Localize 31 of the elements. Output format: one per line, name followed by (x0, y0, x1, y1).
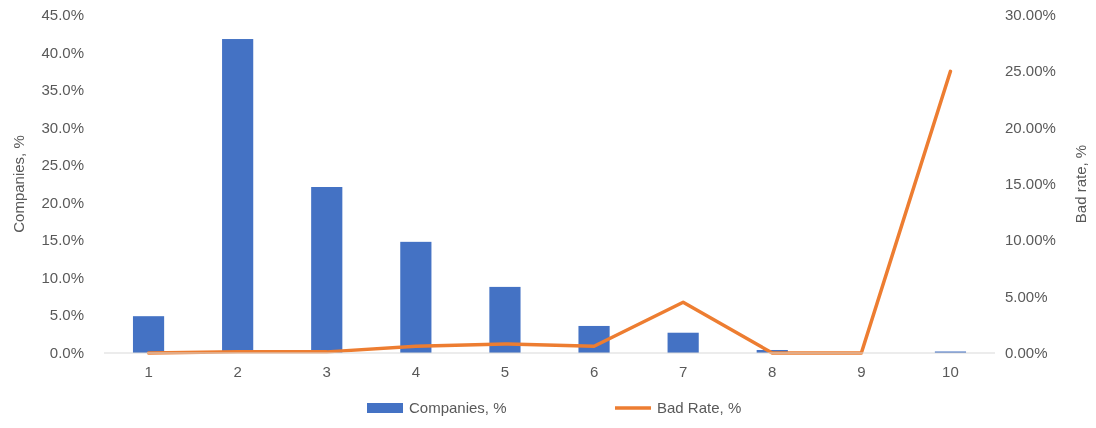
y-tick-label: 30.0% (41, 118, 84, 136)
legend-label: Companies, % (409, 399, 507, 416)
x-tick-label: 6 (589, 363, 599, 380)
y-tick-label: 20.0% (41, 193, 84, 211)
y-tick-label: 35.0% (41, 81, 84, 99)
x-tick-label: 3 (322, 363, 331, 380)
y2-tick-label: 0.00% (1005, 344, 1048, 361)
y-tick-label: 45.0% (41, 6, 84, 23)
y-tick-label: 40.0% (41, 43, 84, 61)
x-tick-label: 9 (857, 363, 866, 380)
x-tick-label: 1 (144, 363, 153, 380)
x-tick-label: 8 (768, 363, 777, 380)
y2-tick-label: 30.00% (1005, 6, 1056, 23)
y-tick-label: 0.0% (49, 344, 84, 361)
x-tick-label: 7 (678, 363, 688, 380)
x-tick-label: 10 (942, 363, 959, 380)
y2-tick-label: 5.00% (1005, 287, 1048, 305)
y-tick-label: 5.0% (49, 306, 84, 324)
x-tick-label: 2 (233, 363, 242, 380)
x-tick-label: 4 (411, 363, 421, 380)
y2-tick-label: 25.00% (1005, 62, 1056, 80)
legend-label: Bad Rate, % (657, 399, 742, 416)
y-axis-title: Companies, % (10, 135, 27, 233)
y-tick-label: 25.0% (41, 156, 84, 174)
y2-tick-label: 10.00% (1005, 231, 1056, 249)
y-tick-label: 15.0% (41, 231, 84, 249)
x-tick-label: 5 (500, 363, 510, 380)
y2-tick-label: 20.00% (1005, 118, 1056, 136)
y2-axis-title: Bad rate, % (1072, 144, 1089, 224)
y-tick-label: 10.0% (41, 268, 84, 286)
y2-tick-label: 15.00% (1005, 175, 1056, 192)
